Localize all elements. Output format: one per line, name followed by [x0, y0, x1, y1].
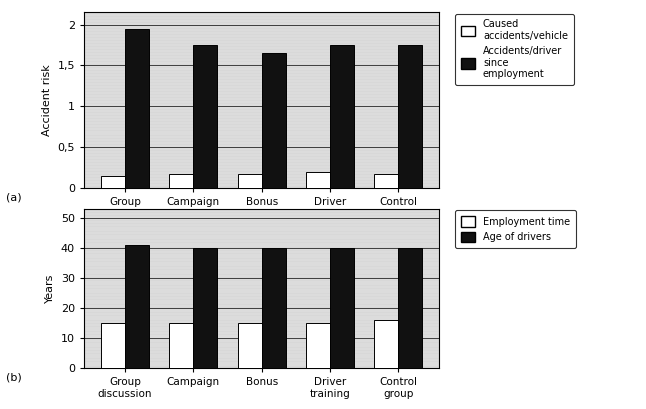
Bar: [330, 248, 354, 368]
Bar: [84, 12, 439, 188]
Bar: [330, 45, 354, 188]
Bar: [193, 248, 217, 368]
Bar: [399, 248, 422, 368]
Text: (a): (a): [6, 192, 22, 202]
Bar: [375, 320, 399, 368]
Legend: Employment time, Age of drivers: Employment time, Age of drivers: [455, 210, 576, 248]
Text: (b): (b): [6, 372, 22, 382]
Bar: [84, 209, 439, 368]
Bar: [262, 248, 286, 368]
Bar: [169, 174, 193, 188]
Bar: [399, 45, 422, 188]
Bar: [375, 174, 399, 188]
Bar: [169, 323, 193, 368]
Bar: [306, 323, 330, 368]
Bar: [101, 323, 125, 368]
Bar: [125, 245, 149, 368]
Bar: [101, 176, 125, 188]
Bar: [306, 172, 330, 188]
Bar: [262, 53, 286, 188]
Y-axis label: Years: Years: [45, 274, 56, 303]
Y-axis label: Accident risk: Accident risk: [42, 64, 52, 136]
Bar: [125, 29, 149, 188]
Bar: [193, 45, 217, 188]
Bar: [238, 323, 262, 368]
Legend: Caused
accidents/vehicle, Accidents/driver
since
employment: Caused accidents/vehicle, Accidents/driv…: [455, 13, 574, 85]
Bar: [238, 174, 262, 188]
